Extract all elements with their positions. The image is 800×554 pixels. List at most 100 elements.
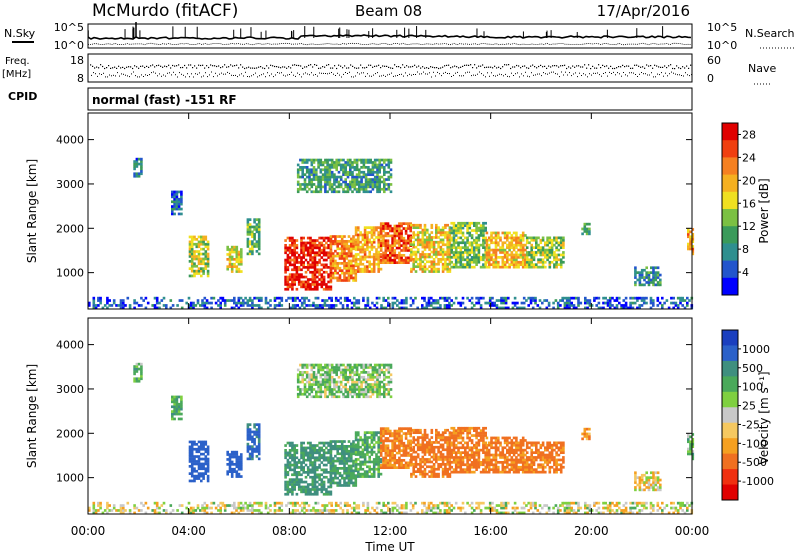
power-echo-cell [341, 304, 345, 307]
freq-point [198, 64, 200, 66]
velocity-echo-cell [379, 446, 383, 450]
power-echo-cell [457, 256, 460, 259]
velocity-echo-cell [334, 464, 337, 468]
power-echo-cell [372, 233, 376, 237]
power-echo-cell [235, 253, 239, 256]
power-echo-cell [470, 236, 474, 240]
power-echo-cell [508, 248, 511, 252]
freq-point [654, 64, 656, 66]
power-echo-cell [235, 260, 239, 264]
nave-point [575, 72, 576, 74]
nave-point [625, 74, 626, 76]
power-echo-cell [284, 283, 287, 286]
power-echo-cell [638, 273, 642, 277]
power-echo-cell [466, 246, 469, 249]
power-echo-cell [459, 304, 463, 307]
velocity-echo-cell [286, 490, 290, 494]
power-echo-cell [379, 255, 383, 259]
power-echo-cell [492, 253, 495, 257]
power-echo-cell [432, 270, 436, 273]
power-echo-cell [318, 251, 321, 255]
power-echo-cell [479, 256, 483, 259]
velocity-echo-cell [325, 451, 328, 455]
power-echo-cell [652, 281, 655, 284]
power-echo-cell [537, 260, 540, 264]
power-echo-cell [398, 258, 401, 262]
velocity-echo-cell [382, 434, 385, 438]
power-echo-cell [343, 259, 346, 263]
power-echo-cell [546, 241, 549, 245]
power-echo-cell [189, 304, 193, 307]
power-echo-cell [200, 235, 203, 239]
power-echo-cell [636, 306, 639, 310]
power-echo-cell [338, 262, 342, 265]
power-echo-cell [508, 236, 511, 240]
power-echo-cell [385, 158, 388, 162]
power-echo-cell [310, 183, 314, 186]
power-echo-cell [629, 301, 632, 305]
power-echo-cell [257, 235, 261, 239]
power-echo-cell [253, 235, 256, 239]
power-echo-cell [300, 258, 303, 262]
power-echo-cell [133, 160, 136, 163]
velocity-echo-cell [311, 488, 315, 491]
velocity-echo-cell [398, 444, 401, 448]
velocity-echo-cell [133, 365, 136, 368]
velocity-echo-cell [384, 456, 388, 460]
power-echo-cell [450, 231, 453, 235]
power-echo-cell [482, 296, 485, 300]
power-echo-cell [446, 233, 449, 237]
power-echo-cell [204, 242, 208, 246]
power-echo-cell [382, 256, 385, 260]
power-echo-cell [568, 299, 571, 302]
velocity-echo-cell [313, 458, 317, 462]
nave-point [435, 75, 436, 77]
power-echo-cell [253, 225, 256, 229]
power-echo-cell [137, 157, 141, 161]
power-echo-cell [656, 281, 660, 284]
power-echo-cell [428, 255, 431, 259]
nave-point [473, 74, 474, 76]
velocity-echo-cell [318, 453, 321, 457]
power-echo-cell [106, 301, 109, 305]
velocity-echo-cell [180, 395, 183, 399]
nave-point [299, 74, 300, 76]
velocity-echo-cell [195, 477, 199, 480]
velocity-echo-cell [398, 441, 401, 445]
velocity-echo-cell [379, 441, 383, 444]
power-echo-cell [519, 253, 523, 257]
power-echo-cell [349, 187, 352, 191]
power-echo-cell [452, 243, 456, 247]
freq-point [462, 65, 464, 67]
freq-point [230, 64, 232, 66]
power-echo-cell [246, 240, 250, 243]
power-echo-cell [382, 258, 385, 262]
power-echo-cell [457, 260, 460, 264]
nave-point [231, 74, 232, 76]
power-echo-cell [226, 253, 229, 256]
power-echo-cell [411, 301, 415, 305]
power-echo-cell [286, 256, 290, 259]
power-echo-cell [299, 168, 302, 172]
velocity-echo-cell [318, 449, 321, 452]
velocity-echo-cell [372, 443, 376, 447]
freq-point [604, 65, 606, 68]
velocity-echo-cell [407, 429, 410, 433]
velocity-echo-cell [336, 481, 339, 485]
power-echo-cell [386, 222, 390, 225]
nave-point [255, 72, 256, 74]
nave-point [175, 74, 176, 76]
power-echo-cell [210, 296, 213, 300]
power-echo-cell [372, 253, 376, 256]
power-echo-cell [190, 240, 194, 244]
power-echo-cell [544, 248, 547, 252]
power-echo-cell [375, 248, 378, 251]
velocity-echo-cell [253, 423, 256, 426]
freq-point [354, 67, 356, 69]
power-echo-cell [676, 304, 680, 307]
velocity-echo-cell [363, 448, 367, 452]
power-echo-cell [402, 227, 406, 230]
power-echo-cell [501, 248, 505, 252]
freq-point [228, 66, 230, 68]
